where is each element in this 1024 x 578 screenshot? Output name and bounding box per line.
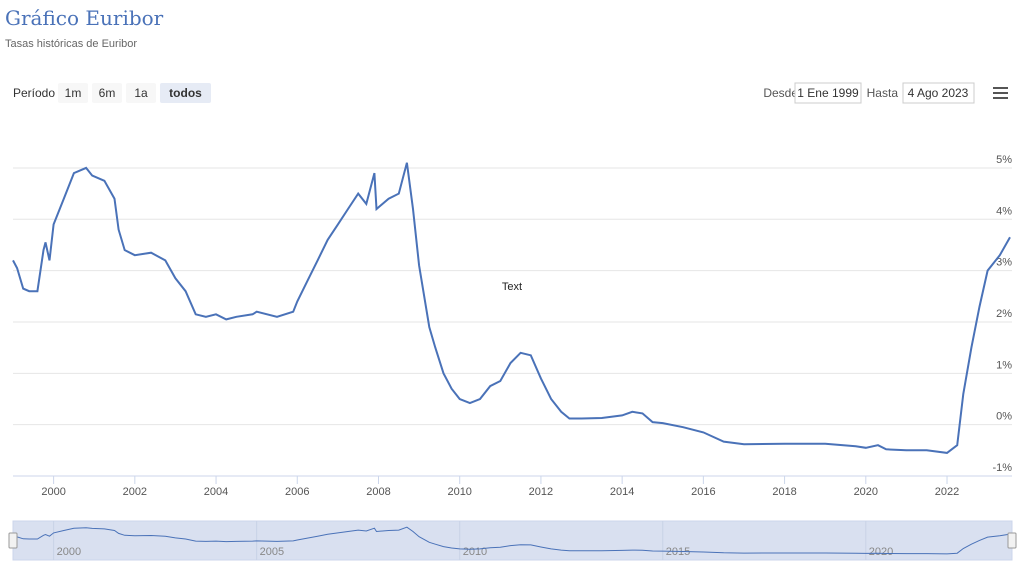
range-button[interactable] xyxy=(58,83,88,103)
menu-bar xyxy=(993,97,1008,99)
menu-bar xyxy=(993,92,1008,94)
y-tick-label: 0% xyxy=(996,411,1012,423)
from-value: 1 Ene 1999 xyxy=(797,86,859,100)
navigator-handle[interactable] xyxy=(1007,532,1017,549)
range-button-label: 6m xyxy=(99,86,116,100)
x-tick-label: 2018 xyxy=(772,486,796,498)
x-tick-label: 2004 xyxy=(204,486,228,498)
to-label: Hasta xyxy=(867,86,899,100)
chart-title: Gráfico Euribor xyxy=(5,6,164,30)
from-input[interactable] xyxy=(794,82,862,104)
range-button[interactable] xyxy=(160,83,211,103)
range-button-label: todos xyxy=(169,86,202,100)
y-tick-label: 1% xyxy=(996,359,1012,371)
navigator-line xyxy=(12,526,1011,555)
range-label: Período xyxy=(13,86,55,100)
x-tick-label: 2016 xyxy=(691,486,715,498)
line xyxy=(12,162,1011,454)
x-tick-label: 2002 xyxy=(123,486,147,498)
range-button-label: 1a xyxy=(134,86,148,100)
navigator-tick-label: 2005 xyxy=(260,546,284,558)
navigator-bg xyxy=(12,520,1013,561)
to-input[interactable] xyxy=(902,82,975,104)
x-tick-label: 2020 xyxy=(854,486,878,498)
navigator-tick-label: 2015 xyxy=(666,546,690,558)
range-button[interactable] xyxy=(126,83,156,103)
x-tick-label: 2022 xyxy=(935,486,959,498)
x-tick-label: 2006 xyxy=(285,486,309,498)
range-button[interactable] xyxy=(92,83,122,103)
x-tick-label: 2014 xyxy=(610,486,634,498)
from-label: Desde xyxy=(763,86,798,100)
x-tick-label: 2012 xyxy=(529,486,553,498)
to-value: 4 Ago 2023 xyxy=(908,86,969,100)
y-tick-label: 4% xyxy=(996,205,1012,217)
menu-icon[interactable] xyxy=(993,87,1008,99)
annotation: Text xyxy=(502,281,522,293)
y-tick-label: 5% xyxy=(996,154,1012,166)
x-tick-label: 2008 xyxy=(366,486,390,498)
navigator-tick-label: 2000 xyxy=(57,546,81,558)
y-tick-label: 2% xyxy=(996,308,1012,320)
x-tick-label: 2000 xyxy=(41,486,65,498)
navigator-tick-label: 2010 xyxy=(463,546,487,558)
x-tick-label: 2010 xyxy=(447,486,471,498)
y-tick-label: 3% xyxy=(996,257,1012,269)
chart-subtitle: Tasas históricas de Euribor xyxy=(5,38,137,50)
navigator-handle[interactable] xyxy=(8,532,18,549)
y-tick-label: -1% xyxy=(992,462,1012,474)
range-button-label: 1m xyxy=(65,86,82,100)
menu-bar xyxy=(993,87,1008,89)
navigator-tick-label: 2020 xyxy=(869,546,893,558)
